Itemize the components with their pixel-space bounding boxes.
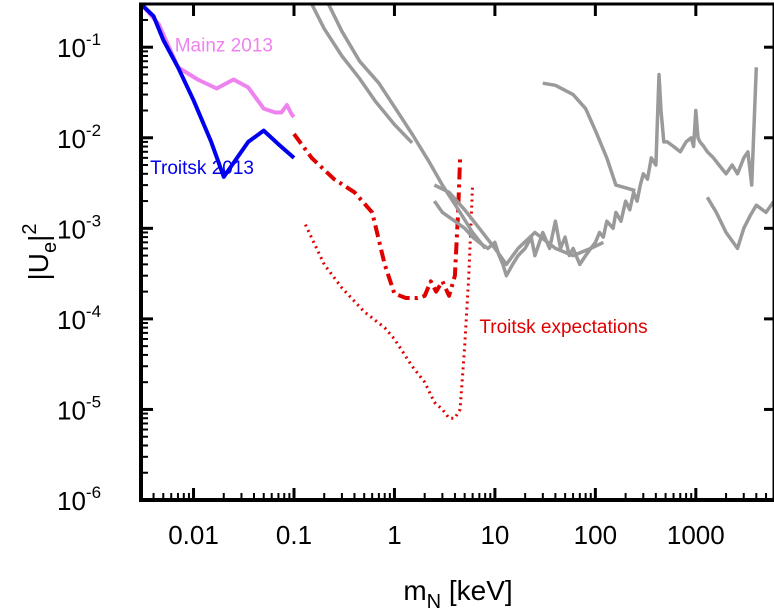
x-tick-label: 0.01 bbox=[168, 520, 219, 550]
plot-area: Mainz 2013 Troitsk 2013 Troitsk expectatio… bbox=[141, 4, 774, 420]
annotation-troitsk-2013: Troitsk 2013 bbox=[150, 158, 254, 179]
series-line-troitsk-2013 bbox=[141, 4, 296, 179]
series-line-limit-5 bbox=[310, 4, 414, 145]
y-tick-label: 10-6 bbox=[57, 483, 101, 516]
x-tick-label: 100 bbox=[574, 520, 617, 550]
x-tick-label: 1 bbox=[387, 520, 401, 550]
series-line-limit-9 bbox=[705, 196, 774, 251]
y-tick-label: 10-4 bbox=[57, 302, 101, 335]
y-tick-label: 10-2 bbox=[57, 121, 101, 154]
series-line-troitsk-expectations-dash-dot bbox=[292, 132, 463, 300]
series-line-limit-8 bbox=[542, 81, 636, 193]
series-layer bbox=[141, 4, 774, 420]
x-tick-label: 0.1 bbox=[276, 520, 312, 550]
ticks: 0.01 0.1 1 10 100 1000 10-6 10-5 10-4 10-3 10-2 10-… bbox=[57, 4, 774, 550]
series-line-limit-4 bbox=[326, 4, 487, 250]
y-tick-label: 10-3 bbox=[57, 211, 101, 244]
y-tick-label: 10-1 bbox=[57, 30, 101, 63]
annotation-troitsk-expectations: Troitsk expectations bbox=[479, 317, 647, 338]
x-tick-label: 10 bbox=[480, 520, 509, 550]
y-axis-title: |Ue|2 bbox=[19, 223, 61, 280]
x-axis-title: mN [keV] bbox=[403, 575, 512, 613]
series-line-mainz-2013 bbox=[141, 4, 296, 119]
annotation-mainz-2013: Mainz 2013 bbox=[175, 35, 273, 56]
series-line-troitsk-expectations-dotted bbox=[304, 185, 475, 420]
series-line-limit-7 bbox=[432, 67, 759, 278]
y-tick-label: 10-5 bbox=[57, 392, 101, 425]
x-tick-label: 1000 bbox=[667, 520, 725, 550]
annotation-layer: Mainz 2013 Troitsk 2013 Troitsk expectatio… bbox=[150, 35, 647, 338]
